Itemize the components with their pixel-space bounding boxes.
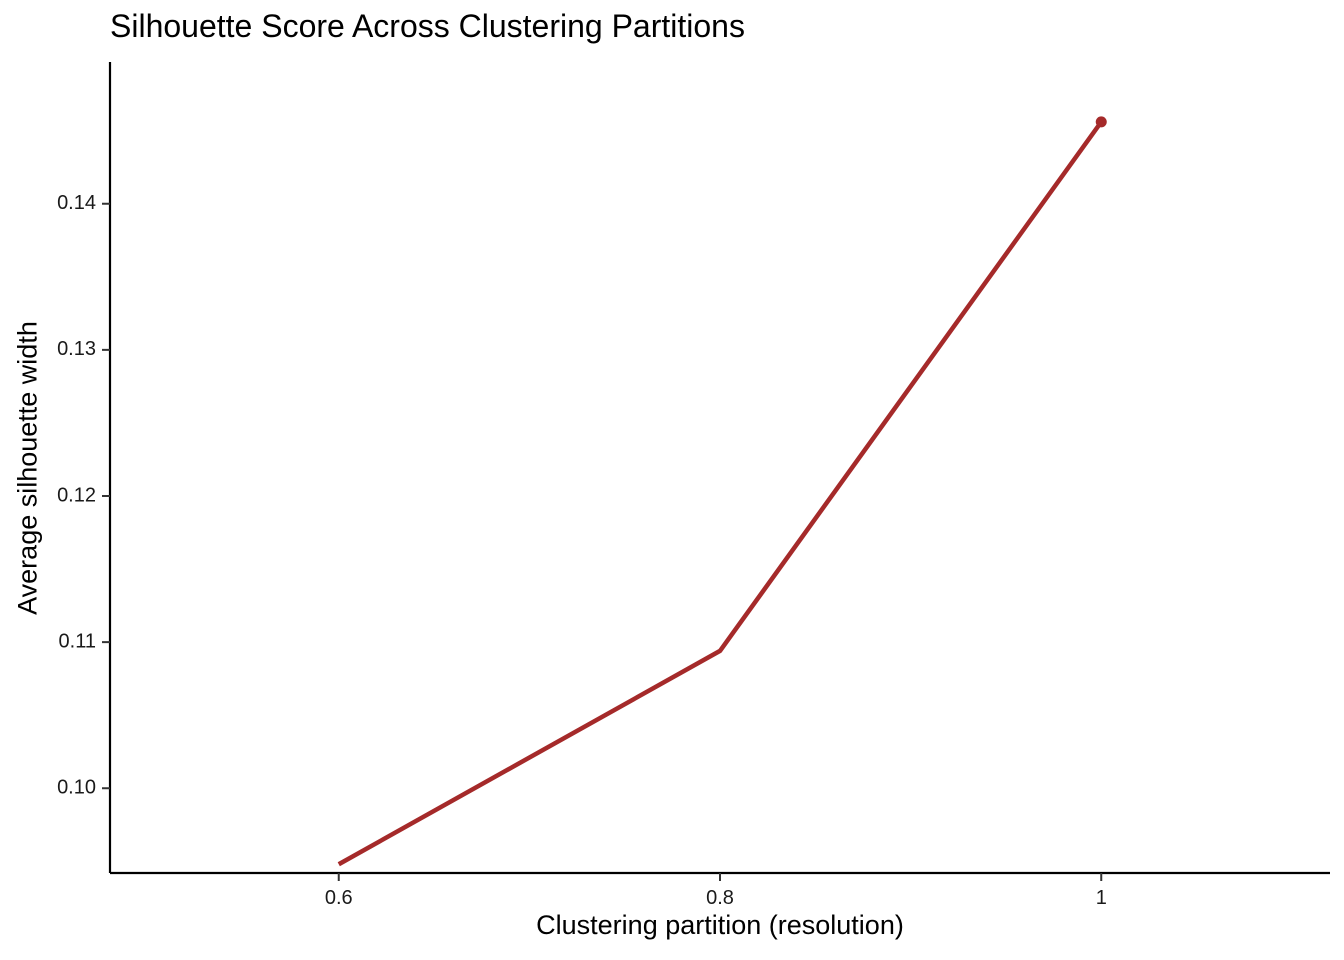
x-axis-label: Clustering partition (resolution) <box>536 910 904 940</box>
x-tick-label: 0.8 <box>706 887 734 909</box>
y-axis-label: Average silhouette width <box>12 321 43 615</box>
y-tick-label: 0.10 <box>57 777 96 799</box>
chart-title: Silhouette Score Across Clustering Parti… <box>110 8 745 44</box>
y-tick-label: 0.11 <box>59 630 96 652</box>
y-tick-label: 0.13 <box>57 338 96 360</box>
y-tick-label: 0.14 <box>57 192 96 214</box>
y-tick-label: 0.12 <box>57 484 96 506</box>
x-tick-label: 1 <box>1096 887 1107 909</box>
series-line <box>337 120 1104 867</box>
x-tick-label: 0.6 <box>325 887 353 909</box>
highlight-point <box>1095 116 1107 128</box>
